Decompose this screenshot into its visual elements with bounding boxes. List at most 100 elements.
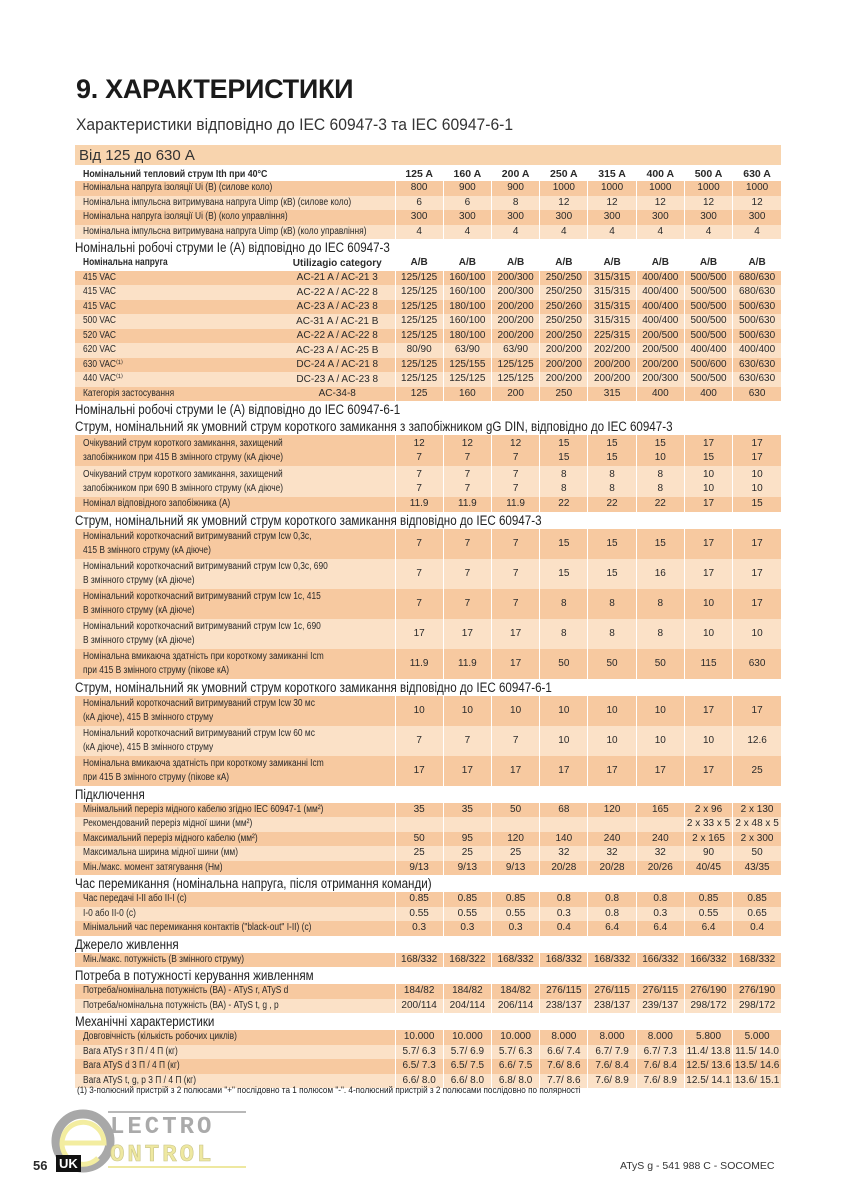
table-cell: 7.6/ 8.6 — [539, 1059, 588, 1074]
table-cell: 1000 — [539, 181, 588, 196]
table-cell: 17 — [732, 588, 781, 619]
row-label-text: Номінальний короткочасний витримуваний с… — [83, 590, 321, 616]
row-label-text: Номінальна імпульсна витримувана напруга… — [83, 196, 352, 208]
table-row: Номінальна імпульсна витримувана напруга… — [75, 224, 781, 239]
table-cell: 200/200 — [539, 357, 588, 372]
row-label-text: 415 VAC — [83, 286, 117, 298]
table-cell: 0.85 — [490, 892, 540, 907]
section-title-row: Струм, номінальний як умовний струм коро… — [75, 511, 781, 529]
utilisation-category: DC-23 A / AC-23 8 — [280, 372, 396, 387]
row-label: Номінальний короткочасний витримуваний с… — [75, 588, 396, 619]
table-cell: 7 — [490, 588, 540, 619]
table-cell: 250 — [539, 386, 588, 401]
table-cell: 17 — [490, 618, 540, 649]
table-cell: 630/630 — [732, 372, 781, 387]
table-cell: 202/200 — [587, 343, 637, 358]
table-cell: 680/630 — [732, 285, 781, 300]
row-label-text: Номінальна вмикаюча здатність при коротк… — [83, 650, 324, 676]
row-label: Рекомендований переріз мідної шини (мм²) — [75, 817, 396, 832]
table-cell: 630 — [732, 386, 781, 401]
utilisation-category: AC-34-8 — [280, 386, 396, 401]
row-label-text: Вага ATyS t, g, p 3 П / 4 П (кг) — [83, 1074, 197, 1086]
table-cell: 800 — [394, 181, 444, 196]
row-label: 630 VAC⁽¹⁾ — [75, 357, 280, 372]
page-number: 56 — [33, 1158, 48, 1173]
table-cell: 0.3 — [539, 906, 588, 921]
table-cell: 13.6/ 15.1 — [732, 1073, 781, 1088]
table-cell: 12.5/ 14.1 — [683, 1073, 733, 1088]
utilisation-category: AC-23 A / AC-23 8 — [280, 299, 396, 314]
table-cell: 200/200 — [539, 372, 588, 387]
row-label: Довговічність (кількість робочих циклів) — [75, 1030, 396, 1045]
table-cell: 10.000 — [394, 1030, 444, 1045]
table-cell: 5.7/ 6.3 — [490, 1044, 540, 1059]
table-cell: 17 — [587, 755, 637, 786]
table-cell: 8 — [539, 588, 588, 619]
section-title: Потреба в потужності керування живленням — [75, 967, 781, 984]
range-band-label: Від 125 до 630 A — [79, 147, 195, 164]
table-cell: 0.8 — [635, 892, 685, 907]
table-cell: 125/125 — [394, 270, 444, 285]
table-row: Вага ATyS d 3 П / 4 П (кг) 6.5/ 7.3 6.5/ 7… — [75, 1059, 781, 1074]
table-cell: 7.7/ 8.6 — [539, 1073, 588, 1088]
table-cell: 125/155 — [442, 357, 492, 372]
table-cell: 11.9 — [442, 648, 492, 679]
table-cell: 250/250 — [539, 314, 588, 329]
table-cell: 35 — [394, 802, 444, 817]
row-label: Мінімальний час перемикання контактів ("… — [75, 921, 396, 936]
table-cell: 80/90 — [394, 343, 444, 358]
table-cell: 166/332 — [683, 952, 733, 967]
table-cell: 6.4 — [587, 921, 637, 936]
row-label: Номінальна напруга ізоляції Ui (В) (коло… — [75, 210, 396, 225]
column-header: 250 A — [539, 166, 588, 181]
table-row: 440 VAC⁽¹⁾ DC-23 A / AC-23 8 125/125 125/12… — [75, 372, 781, 387]
table-cell: 500/500 — [683, 270, 733, 285]
table-cell: 10 — [732, 618, 781, 649]
row-label: 500 VAC — [75, 314, 280, 329]
table-cell: 10 — [683, 588, 733, 619]
row-label: Номінальний короткочасний витримуваний с… — [75, 618, 396, 649]
section-title-row: Час перемикання (номінальна напруга, піс… — [75, 875, 781, 892]
table-cell: 10 10 — [683, 466, 733, 497]
column-header: 500 A — [683, 166, 733, 181]
table-cell: 500/630 — [732, 328, 781, 343]
table-cell: 238/137 — [587, 998, 637, 1013]
table-cell: 6.5/ 7.5 — [442, 1059, 492, 1074]
table-cell: 184/82 — [394, 984, 444, 999]
table-cell: 240 — [635, 831, 685, 846]
table-cell: 15 15 — [539, 435, 588, 466]
table-cell: 7 — [394, 588, 444, 619]
row-label-text: Джерело живлення — [75, 936, 179, 952]
table-cell: 12 — [587, 195, 637, 210]
table-cell: 6.6/ 7.4 — [539, 1044, 588, 1059]
table-cell: 4 — [732, 224, 781, 239]
table-cell: 168/332 — [732, 952, 781, 967]
table-row: Номінальний короткочасний витримуваний с… — [75, 558, 781, 589]
row-label: 415 VAC — [75, 299, 280, 314]
table-cell: 0.85 — [394, 892, 444, 907]
table-cell: 63/90 — [442, 343, 492, 358]
table-cell: 6.5/ 7.3 — [394, 1059, 444, 1074]
table-cell: 276/115 — [539, 984, 588, 999]
table-cell: 400/400 — [683, 343, 733, 358]
section-title: Струм, номінальний як умовний струм коро… — [75, 678, 781, 696]
table-cell: 17 — [539, 755, 588, 786]
table-cell: 6.6/ 7.5 — [490, 1059, 540, 1074]
table-row: 500 VAC AC-31 A / AC-21 B 125/125 160/100 20… — [75, 314, 781, 329]
table-cell: 25 — [732, 755, 781, 786]
table-cell: 32 — [539, 846, 588, 861]
table-cell: 10 — [683, 618, 733, 649]
table-cell: 6.6/ 8.0 — [442, 1073, 492, 1088]
table-cell: 125/125 — [394, 357, 444, 372]
table-cell: 8 — [587, 588, 637, 619]
table-row: Вага ATyS t, g, p 3 П / 4 П (кг) 6.6/ 8.0… — [75, 1073, 781, 1088]
table-cell: 12 — [539, 195, 588, 210]
table-cell: 250/250 — [539, 270, 588, 285]
column-subheader: A/B — [587, 256, 637, 271]
table-cell: 300 — [490, 210, 540, 225]
table-cell: 206/114 — [490, 998, 540, 1013]
table-cell — [539, 817, 588, 832]
table-cell: 11.9 — [394, 497, 444, 512]
table-cell: 200/300 — [490, 270, 540, 285]
row-label-text: Підключення — [75, 786, 145, 802]
